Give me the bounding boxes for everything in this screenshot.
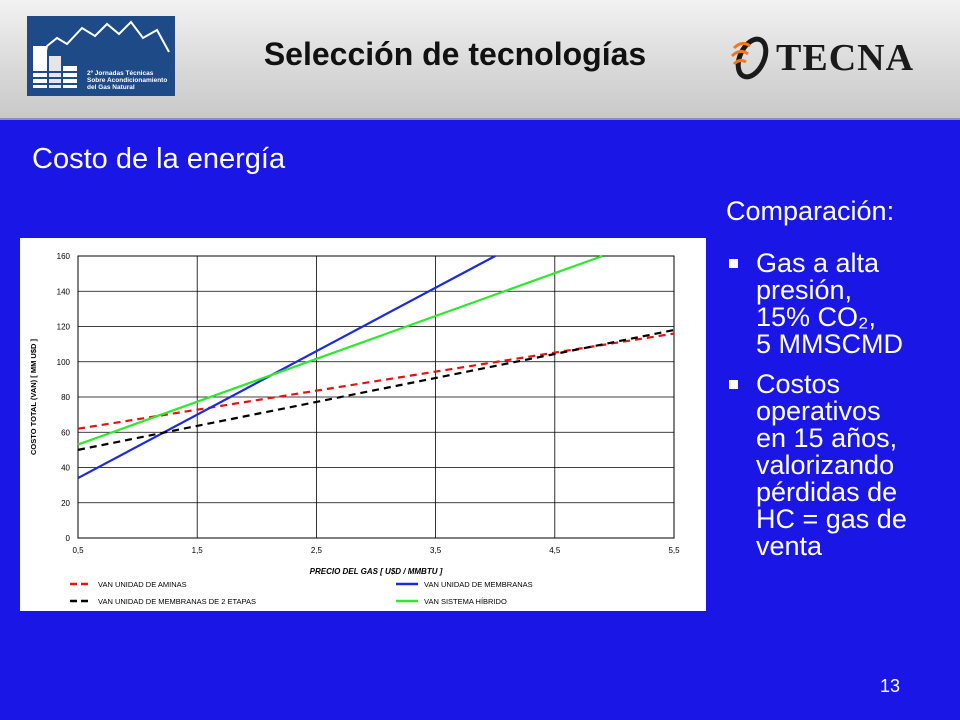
y-tick-label: 80 [61, 393, 70, 402]
x-tick-labels: 0,5 1,5 2,5 3,5 4,5 5,5 [72, 546, 680, 555]
y-tick-label: 100 [57, 358, 71, 367]
tecna-wordmark: TECNA [776, 37, 915, 79]
y-tick-label: 40 [61, 464, 70, 473]
series-line-3 [77, 328, 675, 451]
x-tick-label: 2,5 [311, 546, 323, 555]
y-tick-label: 60 [61, 428, 70, 437]
chart-series [77, 254, 675, 480]
legend-label-4: VAN SISTEMA HÍBRIDO [424, 597, 507, 606]
comparison-bullets: Gas a alta presión, 15% CO₂, 5 MMSCMD Co… [726, 250, 958, 573]
y-tick-label: 0 [66, 534, 71, 543]
page-title: Selección de tecnologías [263, 36, 647, 72]
y-tick-label: 140 [57, 287, 71, 296]
jornadas-logo: 2º Jornadas Técnicas Sobre Acondicionami… [27, 16, 175, 96]
x-tick-label: 3,5 [430, 546, 442, 555]
y-tick-label: 120 [57, 323, 71, 332]
series-line-2 [77, 255, 496, 480]
page-number: 13 [880, 676, 901, 696]
chart-legend: VAN UNIDAD DE AMINAS VAN UNIDAD DE MEMBRA… [70, 580, 533, 606]
legend-label-1: VAN UNIDAD DE AMINAS [98, 580, 187, 589]
bullet-item: Gas a alta presión, 15% CO₂, 5 MMSCMD [726, 250, 958, 358]
chart-container: 0 20 40 60 80 100 120 140 160 0,5 1,5 2,5 3,5 4,5 5,5… [20, 238, 706, 611]
y-axis-label: COSTO TOTAL (VAN) [ MM U$D ] [29, 339, 38, 455]
y-tick-label: 20 [61, 499, 70, 508]
x-axis-label: PRECIO DEL GAS [ U$D / MMBTU ] [310, 567, 443, 576]
square-bullet-icon [729, 259, 738, 268]
x-tick-label: 5,5 [668, 546, 680, 555]
square-bullet-icon [729, 380, 738, 389]
series-line-1 [77, 332, 675, 430]
x-tick-label: 1,5 [192, 546, 204, 555]
y-tick-label: 160 [57, 252, 71, 261]
cost-chart: 0 20 40 60 80 100 120 140 160 0,5 1,5 2,5 3,5 4,5 5,5… [29, 252, 680, 606]
legend-label-3: VAN UNIDAD DE MEMBRANAS DE 2 ETAPAS [98, 597, 256, 606]
tecna-swirl-icon [730, 36, 769, 80]
mountain-logo-icon [31, 20, 170, 88]
chart-grid [77, 255, 675, 539]
tecna-logo: TECNA [728, 34, 940, 84]
jornadas-logo-text: 2º Jornadas Técnicas Sobre Acondicionami… [87, 70, 168, 91]
section-subtitle: Costo de la energía [32, 143, 286, 175]
comparison-heading: Comparación: [726, 196, 895, 226]
series-line-4 [77, 254, 603, 446]
header-bar: 2º Jornadas Técnicas Sobre Acondicionami… [0, 0, 960, 120]
x-tick-label: 4,5 [549, 546, 561, 555]
legend-label-2: VAN UNIDAD DE MEMBRANAS [424, 580, 533, 589]
bullet-item: Costos operativos en 15 años, valorizand… [726, 371, 958, 560]
y-tick-labels: 0 20 40 60 80 100 120 140 160 [57, 252, 71, 543]
x-tick-label: 0,5 [72, 546, 84, 555]
